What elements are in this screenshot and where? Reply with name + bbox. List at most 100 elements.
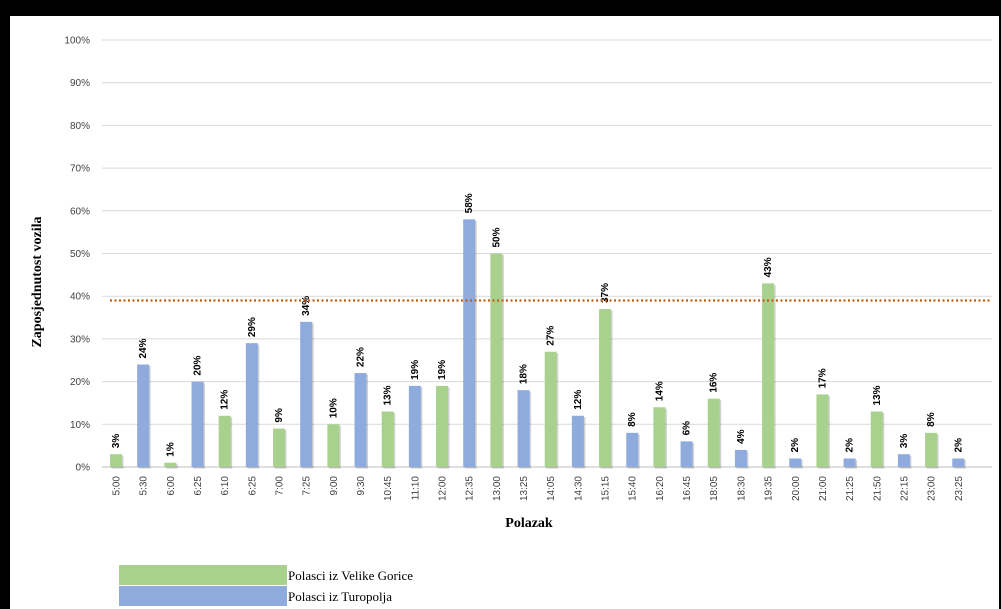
data-label: 8%: [926, 412, 937, 427]
bar: [762, 283, 775, 467]
data-label: 12%: [573, 390, 584, 410]
data-label: 20%: [193, 355, 204, 375]
x-tick-label: 7:00: [275, 476, 286, 496]
data-label: 13%: [872, 385, 883, 405]
x-tick-label: 5:30: [139, 476, 150, 496]
x-tick-label: 23:25: [954, 476, 965, 501]
data-label: 19%: [410, 360, 421, 380]
x-tick-label: 9:00: [329, 476, 340, 496]
bar: [164, 462, 177, 467]
y-tick-label: 80%: [70, 121, 90, 132]
bar: [870, 411, 883, 467]
bar: [544, 351, 557, 467]
bar-chart: 0% 10% 20% 30% 40% 50% 60% 70% 80% 90% 100% 3% 24% 1…: [30, 36, 992, 606]
data-label: 29%: [247, 317, 258, 337]
bar: [273, 428, 286, 467]
x-tick-label: 7:25: [302, 476, 313, 496]
bar: [517, 390, 530, 467]
bar: [110, 454, 122, 467]
legend-swatch-velika-gorica: [119, 565, 287, 585]
x-tick-label: 22:15: [899, 476, 910, 501]
data-label: 9%: [274, 408, 285, 423]
x-tick-label: 6:00: [166, 476, 177, 496]
bar: [245, 343, 258, 467]
bar: [599, 309, 612, 467]
bar: [300, 321, 313, 467]
x-tick-label: 18:05: [709, 476, 720, 501]
bar: [490, 253, 503, 467]
bar: [408, 385, 421, 467]
legend-swatch-turopolje: [119, 586, 287, 606]
data-label: 2%: [790, 438, 801, 453]
y-axis-ticks: 0% 10% 20% 30% 40% 50% 60% 70% 80% 90% 100%: [64, 36, 90, 474]
y-tick-label: 50%: [70, 249, 90, 260]
data-label: 50%: [491, 227, 502, 247]
bar: [707, 398, 720, 467]
data-label: 2%: [845, 438, 856, 453]
x-tick-label: 23:00: [927, 476, 938, 501]
x-tick-label: 13:25: [519, 476, 530, 501]
data-label: 2%: [953, 438, 964, 453]
bar: [789, 458, 802, 467]
x-axis-title: Polazak: [505, 516, 553, 531]
data-label: 6%: [682, 421, 693, 436]
bar: [925, 432, 938, 467]
y-tick-label: 60%: [70, 206, 90, 217]
data-label: 27%: [546, 326, 557, 346]
y-tick-label: 30%: [70, 334, 90, 345]
legend-label-velika-gorica: Polasci iz Velike Gorice: [288, 568, 413, 583]
x-tick-label: 21:25: [845, 476, 856, 501]
data-label: 13%: [383, 385, 394, 405]
x-tick-label: 18:30: [736, 476, 747, 501]
data-labels: 3% 24% 1% 20% 12% 29% 9% 34% 10% 22% 13% 19% 19% 58% 5…: [111, 193, 964, 457]
x-axis-ticks: 5:00 5:30 6:00 6:25 6:10 6:25 7:00 7:25 9:00 9:30…: [112, 476, 965, 501]
bar: [191, 381, 204, 467]
bar: [897, 454, 910, 467]
data-label: 17%: [817, 368, 828, 388]
data-label: 3%: [899, 434, 910, 449]
data-label: 43%: [763, 257, 774, 277]
x-tick-label: 12:35: [465, 476, 476, 501]
bar: [218, 415, 231, 467]
bar: [571, 415, 584, 467]
x-tick-label: 5:00: [112, 476, 123, 496]
legend: Polasci iz Velike Gorice Polasci iz Turo…: [119, 565, 413, 606]
x-tick-label: 21:50: [872, 476, 883, 501]
data-label: 22%: [356, 347, 367, 367]
chart-frame: 0% 10% 20% 30% 40% 50% 60% 70% 80% 90% 100% 3% 24% 1…: [10, 16, 999, 609]
bar: [354, 373, 367, 467]
bar: [327, 424, 340, 467]
x-tick-label: 14:30: [573, 476, 584, 501]
x-tick-label: 11:10: [410, 476, 421, 501]
x-tick-label: 10:45: [383, 476, 394, 501]
data-label: 14%: [654, 381, 665, 401]
bar: [680, 441, 693, 467]
bars: [110, 219, 966, 469]
x-tick-label: 9:30: [356, 476, 367, 496]
x-tick-label: 19:35: [764, 476, 775, 501]
bar: [843, 458, 856, 467]
data-label: 19%: [437, 360, 448, 380]
legend-label-turopolje: Polasci iz Turopolja: [288, 589, 392, 604]
bar: [952, 458, 965, 467]
y-tick-label: 10%: [70, 420, 90, 431]
data-label: 34%: [301, 296, 312, 316]
x-tick-label: 6:25: [247, 476, 258, 496]
data-label: 4%: [736, 429, 747, 444]
bar: [734, 449, 747, 467]
x-tick-label: 6:10: [220, 476, 231, 496]
x-tick-label: 12:00: [438, 476, 449, 501]
data-label: 12%: [220, 390, 231, 410]
x-tick-label: 16:20: [655, 476, 666, 501]
x-tick-label: 16:45: [682, 476, 693, 501]
bar: [653, 407, 666, 467]
data-label: 58%: [464, 193, 475, 213]
bar: [436, 385, 449, 467]
x-tick-label: 6:25: [193, 476, 204, 496]
x-tick-label: 20:00: [791, 476, 802, 501]
x-tick-label: 14:05: [546, 476, 557, 501]
y-tick-label: 100%: [64, 36, 90, 47]
y-tick-label: 20%: [70, 377, 90, 388]
x-tick-label: 15:15: [601, 476, 612, 501]
data-label: 16%: [709, 373, 720, 393]
